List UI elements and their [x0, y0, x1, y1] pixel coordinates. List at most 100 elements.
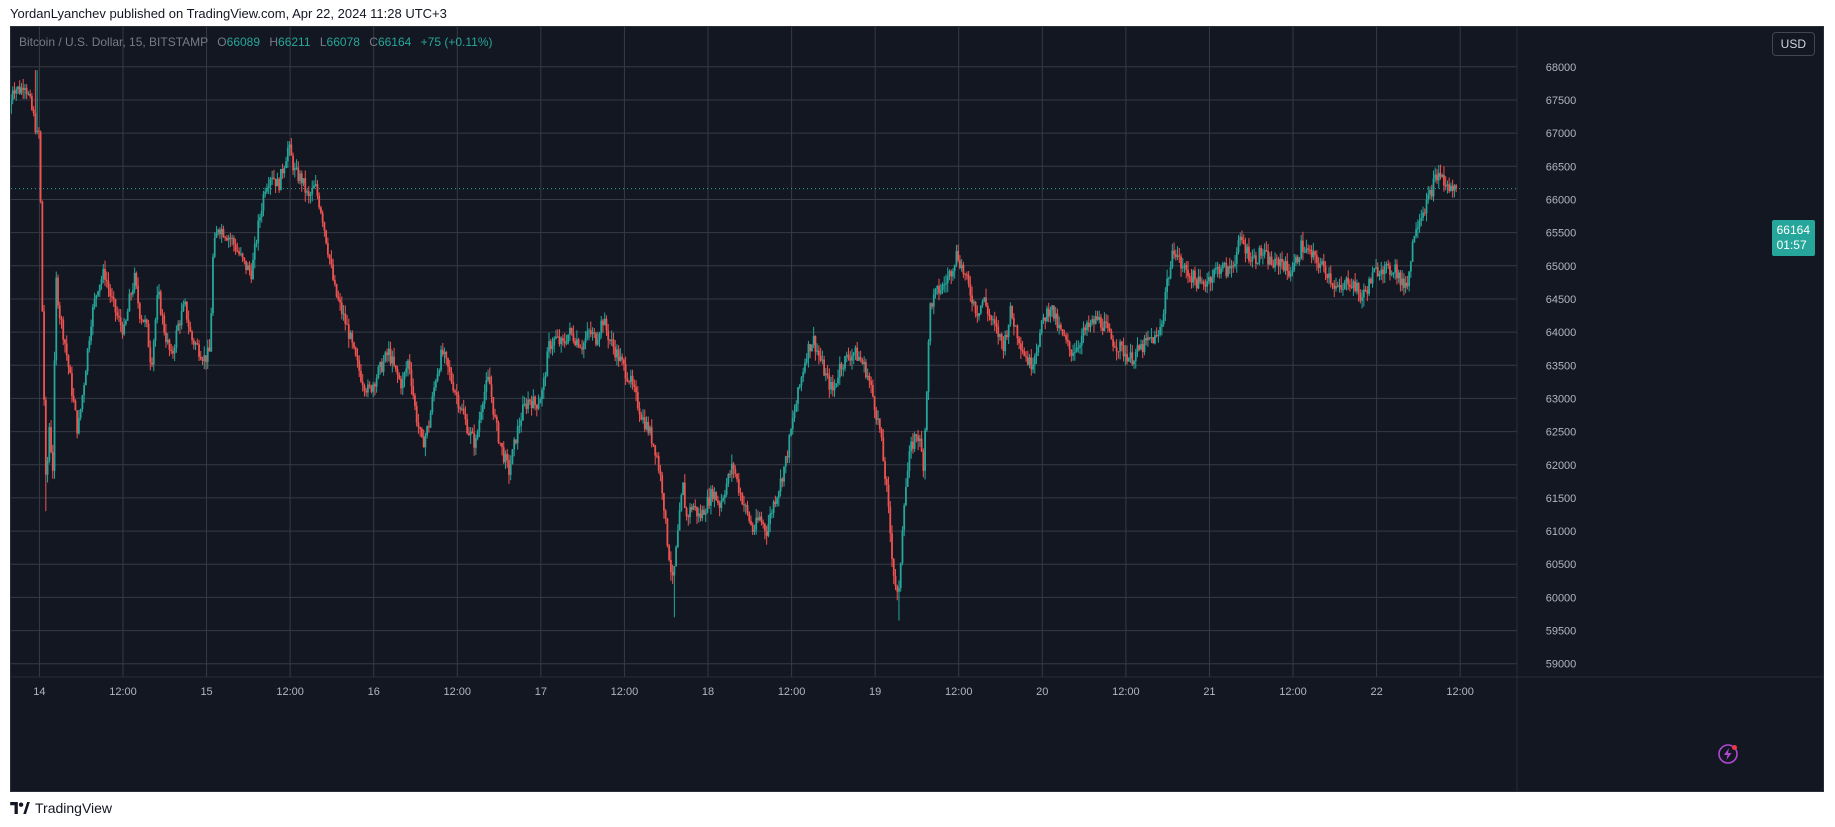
candle-body [307, 191, 310, 196]
candle-body [1345, 277, 1348, 283]
candle-body [1180, 256, 1182, 269]
candle-body [767, 524, 770, 536]
candle-body [1131, 352, 1134, 365]
y-tick-label: 61000 [1546, 526, 1577, 538]
candle-body [1420, 217, 1423, 221]
candle-body [1087, 322, 1090, 328]
candle-body [1263, 250, 1266, 255]
candle-body [1322, 261, 1325, 267]
x-tick-label: 14 [33, 686, 45, 698]
candle-body [807, 344, 810, 359]
candle-body [67, 355, 70, 368]
candle-body [1051, 305, 1054, 311]
candle-body [309, 194, 312, 196]
candle-body [732, 463, 735, 469]
candle-body [790, 429, 792, 436]
candle-body [1314, 251, 1316, 256]
lightning-icon[interactable] [1717, 743, 1739, 765]
candle-body [542, 378, 545, 391]
candle-body [78, 417, 80, 434]
price-chart[interactable]: 59000 59500 60000 60500 61000 61500 62000 62500… [11, 27, 1824, 792]
candle-body [1042, 317, 1045, 321]
candle-body [852, 352, 855, 356]
candle-body [427, 426, 430, 428]
candle-body [1023, 351, 1026, 357]
candle-body [1150, 337, 1153, 339]
candle-body [208, 347, 211, 352]
candle-body [1080, 335, 1083, 346]
candle-body [1302, 240, 1304, 253]
candle-body [1190, 277, 1193, 283]
candle-body [1443, 175, 1445, 186]
bar-countdown: 01:57 [1776, 238, 1807, 252]
candle-body [177, 323, 180, 331]
candle-body [882, 437, 885, 462]
candle-body [1328, 273, 1330, 279]
candle-body [842, 368, 845, 370]
candle-body [1207, 277, 1210, 282]
candle-body [185, 301, 188, 320]
candle-body [952, 271, 954, 277]
candle-body [1178, 255, 1181, 257]
candle-body [661, 475, 664, 494]
candle-body [149, 347, 152, 363]
candle-body [474, 438, 477, 448]
candle-body [805, 358, 808, 363]
candle-body [537, 403, 540, 409]
candle-body [636, 392, 639, 409]
candle-body [535, 404, 538, 409]
y-tick-label: 66000 [1546, 194, 1577, 206]
candle-body [104, 268, 106, 280]
candle-body [924, 430, 926, 471]
candle-body [969, 283, 972, 296]
candle-body [1211, 277, 1214, 283]
candle-body [706, 496, 709, 513]
candle-body [1396, 264, 1398, 279]
candle-body [628, 381, 630, 383]
candle-body [1107, 322, 1109, 329]
candle-body [356, 355, 359, 361]
candle-body [191, 331, 193, 341]
candle-body [1169, 267, 1172, 279]
candle-body [245, 260, 247, 271]
candle-body [1011, 306, 1014, 318]
candle-body [861, 359, 864, 364]
candle-body [1228, 266, 1231, 269]
candle-body [452, 381, 455, 391]
candle-body [1065, 335, 1068, 340]
candle-body [279, 168, 282, 191]
candle-body [1281, 258, 1283, 263]
candle-body [764, 524, 766, 532]
candle-body [125, 320, 127, 325]
candle-body [502, 447, 505, 463]
candle-body [488, 376, 491, 385]
candle-body [1056, 313, 1059, 328]
candle-body [1110, 330, 1113, 340]
candle-body [849, 358, 852, 361]
candle-body [525, 403, 528, 409]
candle-body [273, 177, 275, 179]
candle-body [737, 479, 740, 493]
candle-body [776, 497, 778, 504]
candle-body [1174, 254, 1177, 257]
candle-body [821, 359, 824, 361]
candle-body [769, 513, 772, 525]
candle-body [906, 470, 909, 487]
candle-body [575, 339, 578, 345]
candle-body [478, 419, 481, 432]
candle-body [831, 381, 834, 391]
candle-body [927, 341, 930, 392]
candle-body [443, 351, 446, 355]
candle-body [863, 362, 866, 364]
candle-body [415, 406, 418, 423]
candle-body [1249, 260, 1252, 262]
candle-body [757, 517, 759, 521]
candle-body [621, 356, 624, 360]
chart-panel[interactable]: 59000 59500 60000 60500 61000 61500 62000 62500… [10, 26, 1824, 792]
candle-body [1255, 255, 1257, 264]
currency-button[interactable]: USD [1771, 32, 1815, 56]
candle-body [912, 441, 914, 449]
candle-body [950, 271, 953, 277]
candle-body [300, 173, 303, 184]
candle-body [1326, 274, 1329, 279]
